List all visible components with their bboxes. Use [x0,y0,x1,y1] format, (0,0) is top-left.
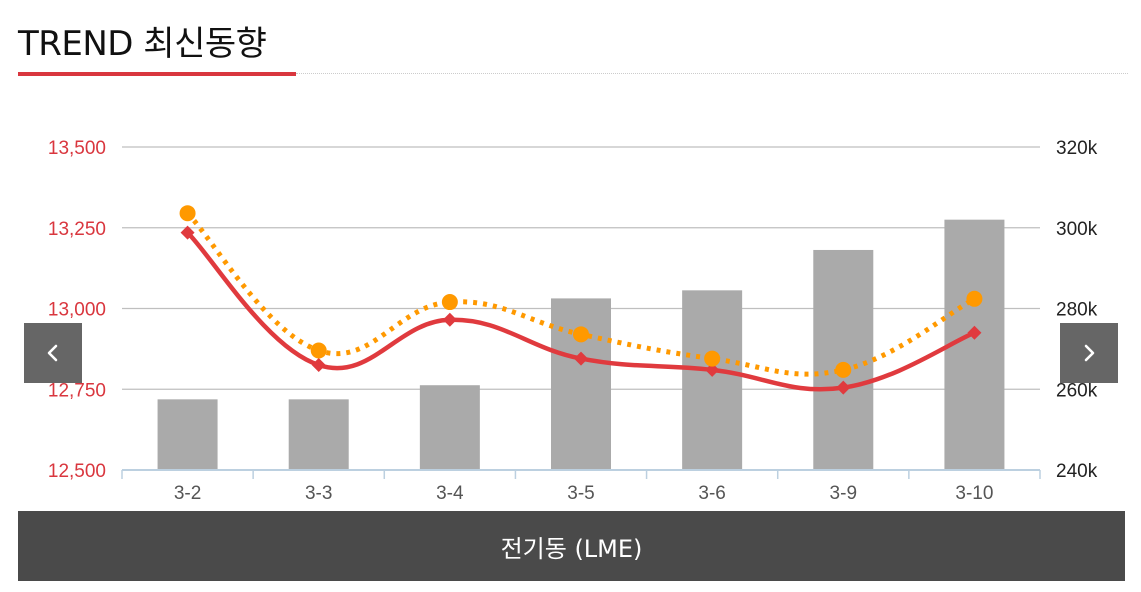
trend-chart: 12,500 12,750 13,000 13,250 13,500 240k 260k 28… [0,80,1141,510]
circle-marker-3-3 [310,342,327,359]
right-axis-tick-label: 300k [1056,219,1098,240]
page-title: TREND 최신동향 [18,24,267,64]
x-axis-label: 3-6 [698,483,725,504]
left-axis-tick-label: 13,000 [48,300,106,321]
bar-layer [157,219,1005,470]
diamond-marker-3-2 [180,225,195,240]
circle-marker-3-4 [441,294,458,311]
circle-marker-3-2 [179,205,196,222]
title-underline [18,72,296,76]
circle-marker-3-5 [573,326,589,343]
right-axis-tick-label: 260k [1056,380,1098,401]
prev-button[interactable] [24,323,82,383]
bar-3-5 [551,298,611,470]
right-axis-tick-label: 240k [1056,461,1098,482]
bar-3-3 [288,399,349,470]
bar-3-4 [419,385,480,470]
bar-3-2 [157,399,218,470]
x-axis-label: 3-5 [567,483,594,504]
x-axis-label: 3-2 [174,483,201,504]
diamond-marker-3-6 [705,362,720,377]
title-divider [296,73,1128,74]
label-layer: 12,500 12,750 13,000 13,250 13,500 240k 260k 28… [48,138,1098,504]
diamond-marker-3-10 [967,325,982,340]
metal-label: 전기동 (LME) [500,534,643,563]
diamond-marker-3-9 [836,380,851,395]
diamond-marker-3-3 [311,358,326,373]
x-axis-label: 3-9 [830,483,857,504]
left-axis-tick-label: 12,500 [48,461,106,482]
left-axis-tick-label: 13,250 [48,219,106,240]
bar-3-9 [813,249,874,470]
right-axis-tick-label: 320k [1056,138,1098,159]
trend-header: TREND 최신동향 [18,14,1128,76]
marker-layer [179,205,983,395]
circle-marker-3-9 [835,361,852,378]
bar-3-6 [682,290,743,470]
left-axis-tick-label: 13,500 [48,138,106,159]
chart-canvas: 12,500 12,750 13,000 13,250 13,500 240k 260k 28… [48,138,1098,504]
chevron-left-icon [47,344,58,362]
diamond-marker-3-5 [574,351,588,366]
dotted-series-line [185,211,976,377]
axis-layer [121,469,1041,479]
chevron-right-icon [1084,344,1095,362]
x-axis-label: 3-10 [955,483,993,504]
next-button[interactable] [1060,323,1118,383]
circle-marker-3-6 [704,350,721,367]
diamond-marker-3-4 [442,312,457,327]
left-axis-tick-label: 12,750 [48,380,106,401]
x-axis-label: 3-4 [436,483,464,504]
circle-marker-3-10 [966,290,983,307]
right-axis-tick-label: 280k [1056,300,1098,321]
x-axis-label: 3-3 [305,483,332,504]
metal-label-bar: 전기동 (LME) [18,511,1125,581]
